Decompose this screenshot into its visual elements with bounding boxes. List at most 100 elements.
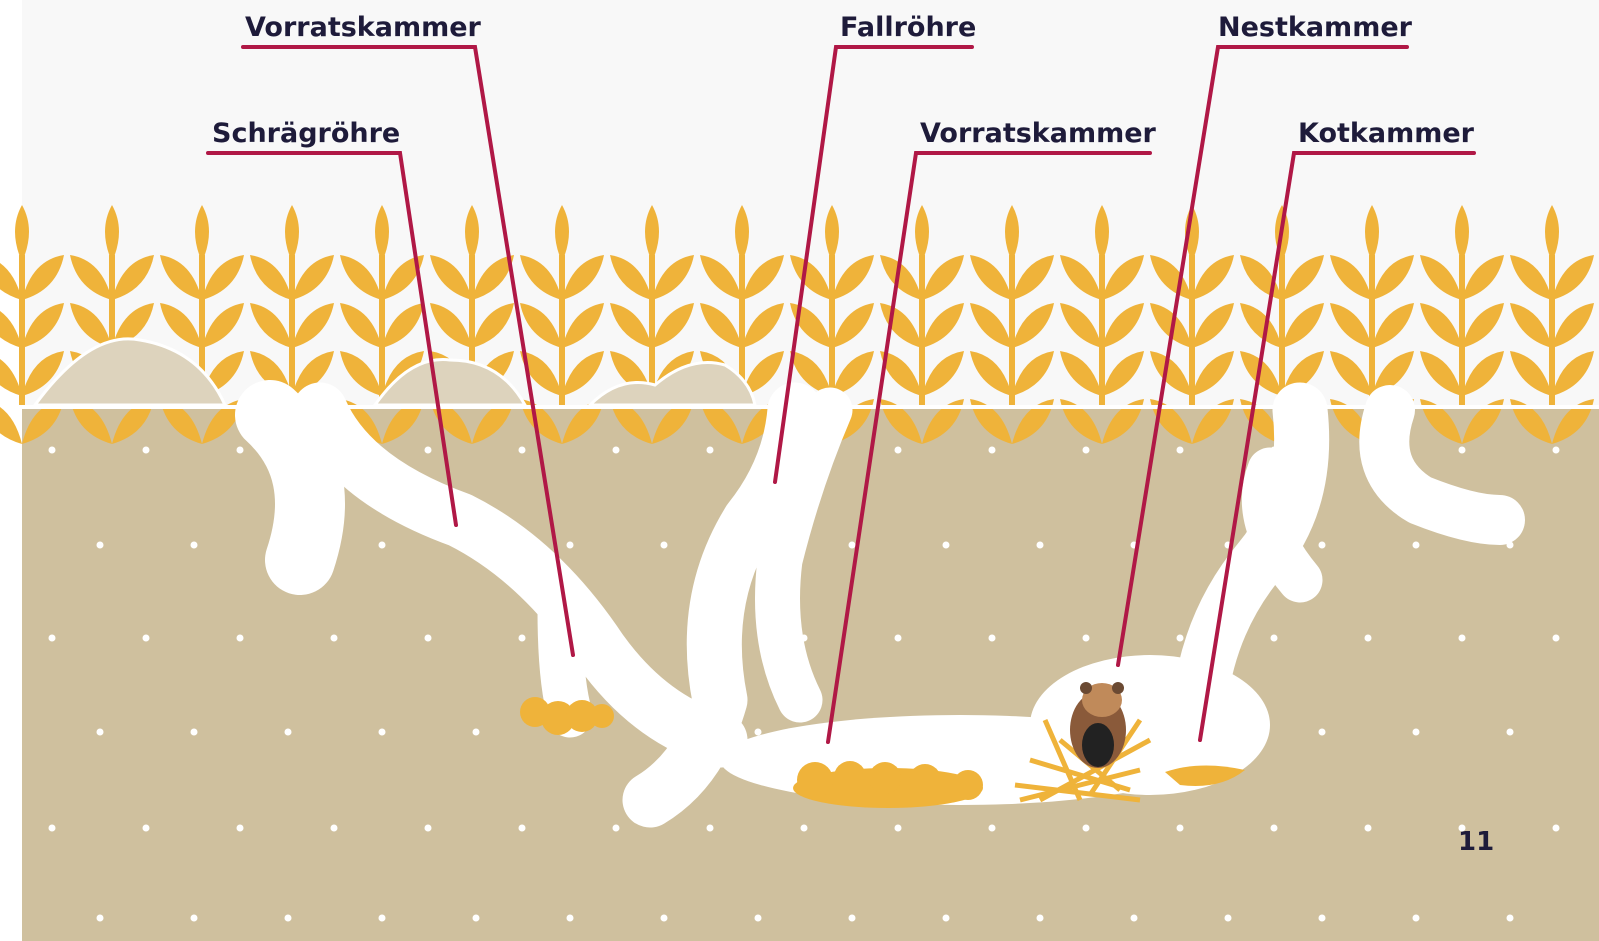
soil-dot xyxy=(613,447,620,454)
soil-dot xyxy=(755,915,762,922)
soil-dot xyxy=(1319,542,1326,549)
soil-dot xyxy=(1459,447,1466,454)
soil-dot xyxy=(49,825,56,832)
soil-dot xyxy=(1037,542,1044,549)
soil-dot xyxy=(191,729,198,736)
soil-dot xyxy=(331,635,338,642)
soil-dot xyxy=(1177,447,1184,454)
soil-dot xyxy=(1177,825,1184,832)
wheat-stem xyxy=(919,255,925,405)
soil-dot xyxy=(1083,635,1090,642)
soil-dot xyxy=(143,447,150,454)
page: Vorratskammer Fallröhre Nestkammer Schrä… xyxy=(0,0,1599,941)
wheat-stem xyxy=(1369,255,1375,405)
grain xyxy=(953,770,983,800)
soil-dot xyxy=(331,825,338,832)
page-number: 11 xyxy=(1458,827,1494,857)
wheat-stem xyxy=(829,255,835,405)
soil-dot xyxy=(97,915,104,922)
soil-dot xyxy=(755,729,762,736)
soil-dot xyxy=(989,447,996,454)
label: Vorratskammer xyxy=(245,12,482,43)
grain xyxy=(590,704,614,728)
grain xyxy=(869,762,901,794)
soil-dot xyxy=(237,825,244,832)
soil-dot xyxy=(1553,447,1560,454)
soil-dot xyxy=(49,635,56,642)
wheat-leaf xyxy=(0,351,22,396)
label: Vorratskammer xyxy=(920,118,1157,149)
soil-dot xyxy=(425,635,432,642)
soil-dot xyxy=(1553,825,1560,832)
soil-dot xyxy=(97,542,104,549)
soil-dot xyxy=(1413,915,1420,922)
wheat-stem xyxy=(1549,255,1555,405)
label: Fallröhre xyxy=(840,12,976,43)
soil-dot xyxy=(801,825,808,832)
wheat-stem xyxy=(19,255,25,405)
soil-dot xyxy=(379,729,386,736)
soil-dot xyxy=(285,729,292,736)
soil-dot xyxy=(191,915,198,922)
soil-dot xyxy=(943,542,950,549)
soil-dot xyxy=(707,447,714,454)
grain xyxy=(797,762,833,798)
soil-dot xyxy=(519,635,526,642)
label: Nestkammer xyxy=(1218,12,1413,43)
soil-dot xyxy=(425,447,432,454)
soil-dot xyxy=(707,825,714,832)
soil-dot xyxy=(895,635,902,642)
soil-dot xyxy=(1271,825,1278,832)
hamster-ear xyxy=(1080,682,1092,694)
soil-dot xyxy=(613,825,620,832)
soil-dot xyxy=(1177,635,1184,642)
soil-dot xyxy=(1083,825,1090,832)
soil-dot xyxy=(1507,729,1514,736)
wheat-stem xyxy=(1189,255,1195,405)
burrow-diagram: Vorratskammer Fallröhre Nestkammer Schrä… xyxy=(0,0,1599,941)
wheat-leaf xyxy=(0,399,22,444)
soil-dot xyxy=(895,447,902,454)
wheat-stem xyxy=(1009,255,1015,405)
soil-dot xyxy=(1507,915,1514,922)
soil-dot xyxy=(473,915,480,922)
soil-dot xyxy=(989,635,996,642)
wheat-stem xyxy=(1099,255,1105,405)
soil-dot xyxy=(49,447,56,454)
soil-dot xyxy=(425,825,432,832)
soil-dot xyxy=(1083,447,1090,454)
soil-dot xyxy=(143,635,150,642)
soil-dot xyxy=(1365,825,1372,832)
soil-dot xyxy=(519,447,526,454)
soil-dot xyxy=(849,915,856,922)
soil-dot xyxy=(1319,915,1326,922)
soil-dot xyxy=(237,635,244,642)
soil-dot xyxy=(849,542,856,549)
soil-dot xyxy=(379,915,386,922)
soil-dot xyxy=(473,729,480,736)
grain xyxy=(834,761,866,793)
soil-dot xyxy=(989,825,996,832)
wheat-stem xyxy=(1279,255,1285,405)
hamster-ear xyxy=(1112,682,1124,694)
soil-dot xyxy=(567,542,574,549)
soil-dot xyxy=(143,825,150,832)
wheat-stem xyxy=(289,255,295,405)
soil-dot xyxy=(1413,729,1420,736)
label: Schrägröhre xyxy=(212,118,400,149)
soil-dot xyxy=(285,915,292,922)
wheat-leaf xyxy=(0,303,22,348)
soil-dot xyxy=(943,915,950,922)
soil-dot xyxy=(895,825,902,832)
soil-dot xyxy=(191,542,198,549)
wheat-stem xyxy=(559,255,565,405)
soil-dot xyxy=(661,915,668,922)
soil-dot xyxy=(519,825,526,832)
soil-dot xyxy=(1413,542,1420,549)
soil-dot xyxy=(237,447,244,454)
hamster-belly xyxy=(1082,723,1114,767)
soil-dot xyxy=(97,729,104,736)
soil-dot xyxy=(1271,635,1278,642)
soil-dot xyxy=(1553,635,1560,642)
grain xyxy=(909,764,941,796)
